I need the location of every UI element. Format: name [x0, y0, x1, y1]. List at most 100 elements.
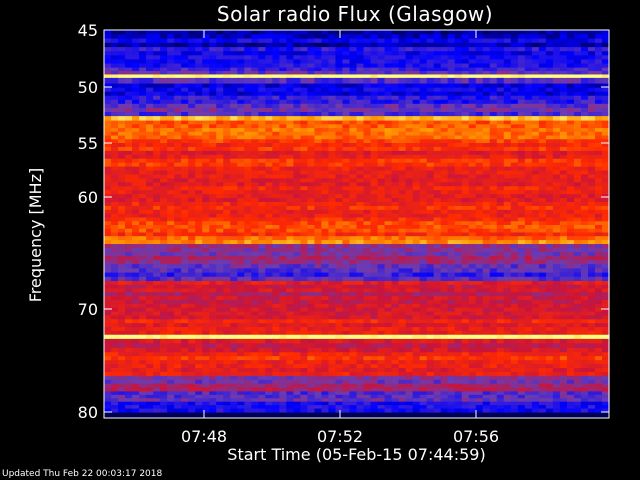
heatmap-cell [503, 87, 512, 93]
heatmap-cell [482, 131, 491, 137]
heatmap-cell [286, 209, 294, 215]
heatmap-cell [566, 71, 575, 76]
heatmap-cell [580, 59, 589, 65]
heatmap-cell [405, 225, 414, 230]
heatmap-cell [496, 299, 505, 305]
heatmap-cell [440, 190, 449, 195]
heatmap-cell [230, 221, 238, 226]
heatmap-cell [321, 42, 330, 48]
heatmap-cell [195, 103, 203, 109]
heatmap-cell [160, 154, 168, 160]
heatmap-cell [482, 139, 491, 144]
heatmap-cell [258, 77, 266, 85]
heatmap-cell [426, 236, 435, 241]
heatmap-cell [118, 166, 126, 172]
heatmap-cell [594, 186, 603, 191]
heatmap-cell [251, 34, 259, 40]
heatmap-cell [363, 74, 372, 79]
heatmap-cell [258, 198, 266, 203]
heatmap-cell [132, 178, 140, 183]
heatmap-cell [552, 71, 561, 76]
heatmap-cell [496, 91, 505, 97]
heatmap-cell [188, 67, 196, 72]
heatmap-cell [279, 120, 287, 125]
heatmap-cell [237, 252, 245, 257]
heatmap-cell [454, 154, 463, 160]
heatmap-cell [139, 128, 147, 133]
heatmap-cell [440, 116, 449, 122]
heatmap-cell [230, 95, 238, 101]
heatmap-cell [524, 170, 533, 176]
heatmap-cell [216, 143, 224, 148]
heatmap-cell [188, 303, 196, 309]
heatmap-cell [251, 63, 259, 69]
heatmap-cell [573, 67, 582, 72]
heatmap-cell [426, 59, 435, 65]
heatmap-cell [587, 296, 596, 301]
heatmap-cell [125, 99, 133, 105]
heatmap-cell [146, 55, 154, 61]
heatmap-cell [307, 174, 316, 179]
heatmap-cell [342, 272, 351, 278]
heatmap-cell [440, 158, 449, 164]
heatmap-cell [237, 74, 245, 79]
heatmap-cell [524, 221, 533, 226]
heatmap-cell [538, 170, 547, 176]
heatmap-cell [237, 303, 245, 309]
heatmap-cell [552, 116, 561, 122]
heatmap-cell [321, 135, 330, 140]
heatmap-cell [601, 170, 610, 176]
heatmap-cell [342, 47, 351, 52]
heatmap-cell [580, 42, 589, 48]
heatmap-cell [461, 264, 470, 269]
heatmap-cell [251, 256, 259, 261]
heatmap-cell [454, 146, 463, 152]
heatmap-cell [216, 146, 224, 152]
heatmap-cell [538, 202, 547, 207]
heatmap-cell [510, 272, 519, 278]
heatmap-cell [573, 288, 582, 293]
heatmap-cell [258, 124, 266, 129]
heatmap-cell [510, 51, 519, 56]
heatmap-cell [300, 59, 308, 65]
heatmap-cell [461, 225, 470, 230]
heatmap-cell [132, 116, 140, 122]
heatmap-cell [545, 296, 554, 301]
heatmap-cell [125, 95, 133, 101]
heatmap-cell [587, 116, 596, 122]
heatmap-cell [251, 143, 259, 148]
heatmap-cell [426, 194, 435, 199]
heatmap-cell [153, 166, 161, 172]
heatmap-cell [216, 228, 224, 234]
heatmap-cell [391, 42, 400, 48]
heatmap-cell [447, 236, 456, 241]
heatmap-cell [125, 296, 133, 301]
heatmap-cell [223, 217, 231, 222]
heatmap-cell [342, 112, 351, 117]
heatmap-cell [293, 194, 301, 199]
heatmap-cell [258, 71, 266, 76]
heatmap-cell [335, 63, 344, 69]
heatmap-cell [559, 276, 568, 282]
heatmap-cell [111, 34, 119, 40]
heatmap-cell [566, 240, 575, 245]
heatmap-cell [167, 264, 175, 269]
heatmap-cell [454, 128, 463, 133]
heatmap-cell [167, 256, 175, 261]
heatmap-cell [202, 131, 210, 137]
heatmap-cell [391, 146, 400, 152]
heatmap-cell [391, 276, 400, 282]
heatmap-cell [510, 276, 519, 282]
heatmap-cell [202, 190, 210, 195]
heatmap-cell [405, 244, 414, 249]
heatmap-cell [258, 205, 266, 211]
heatmap-cell [237, 83, 245, 89]
heatmap-cell [209, 38, 217, 44]
heatmap-cell [552, 240, 561, 245]
heatmap-cell [202, 139, 210, 144]
heatmap-cell [580, 225, 589, 230]
heatmap-cell [377, 264, 386, 269]
heatmap-cell [433, 47, 442, 52]
heatmap-cell [349, 154, 358, 160]
heatmap-cell [454, 158, 463, 164]
